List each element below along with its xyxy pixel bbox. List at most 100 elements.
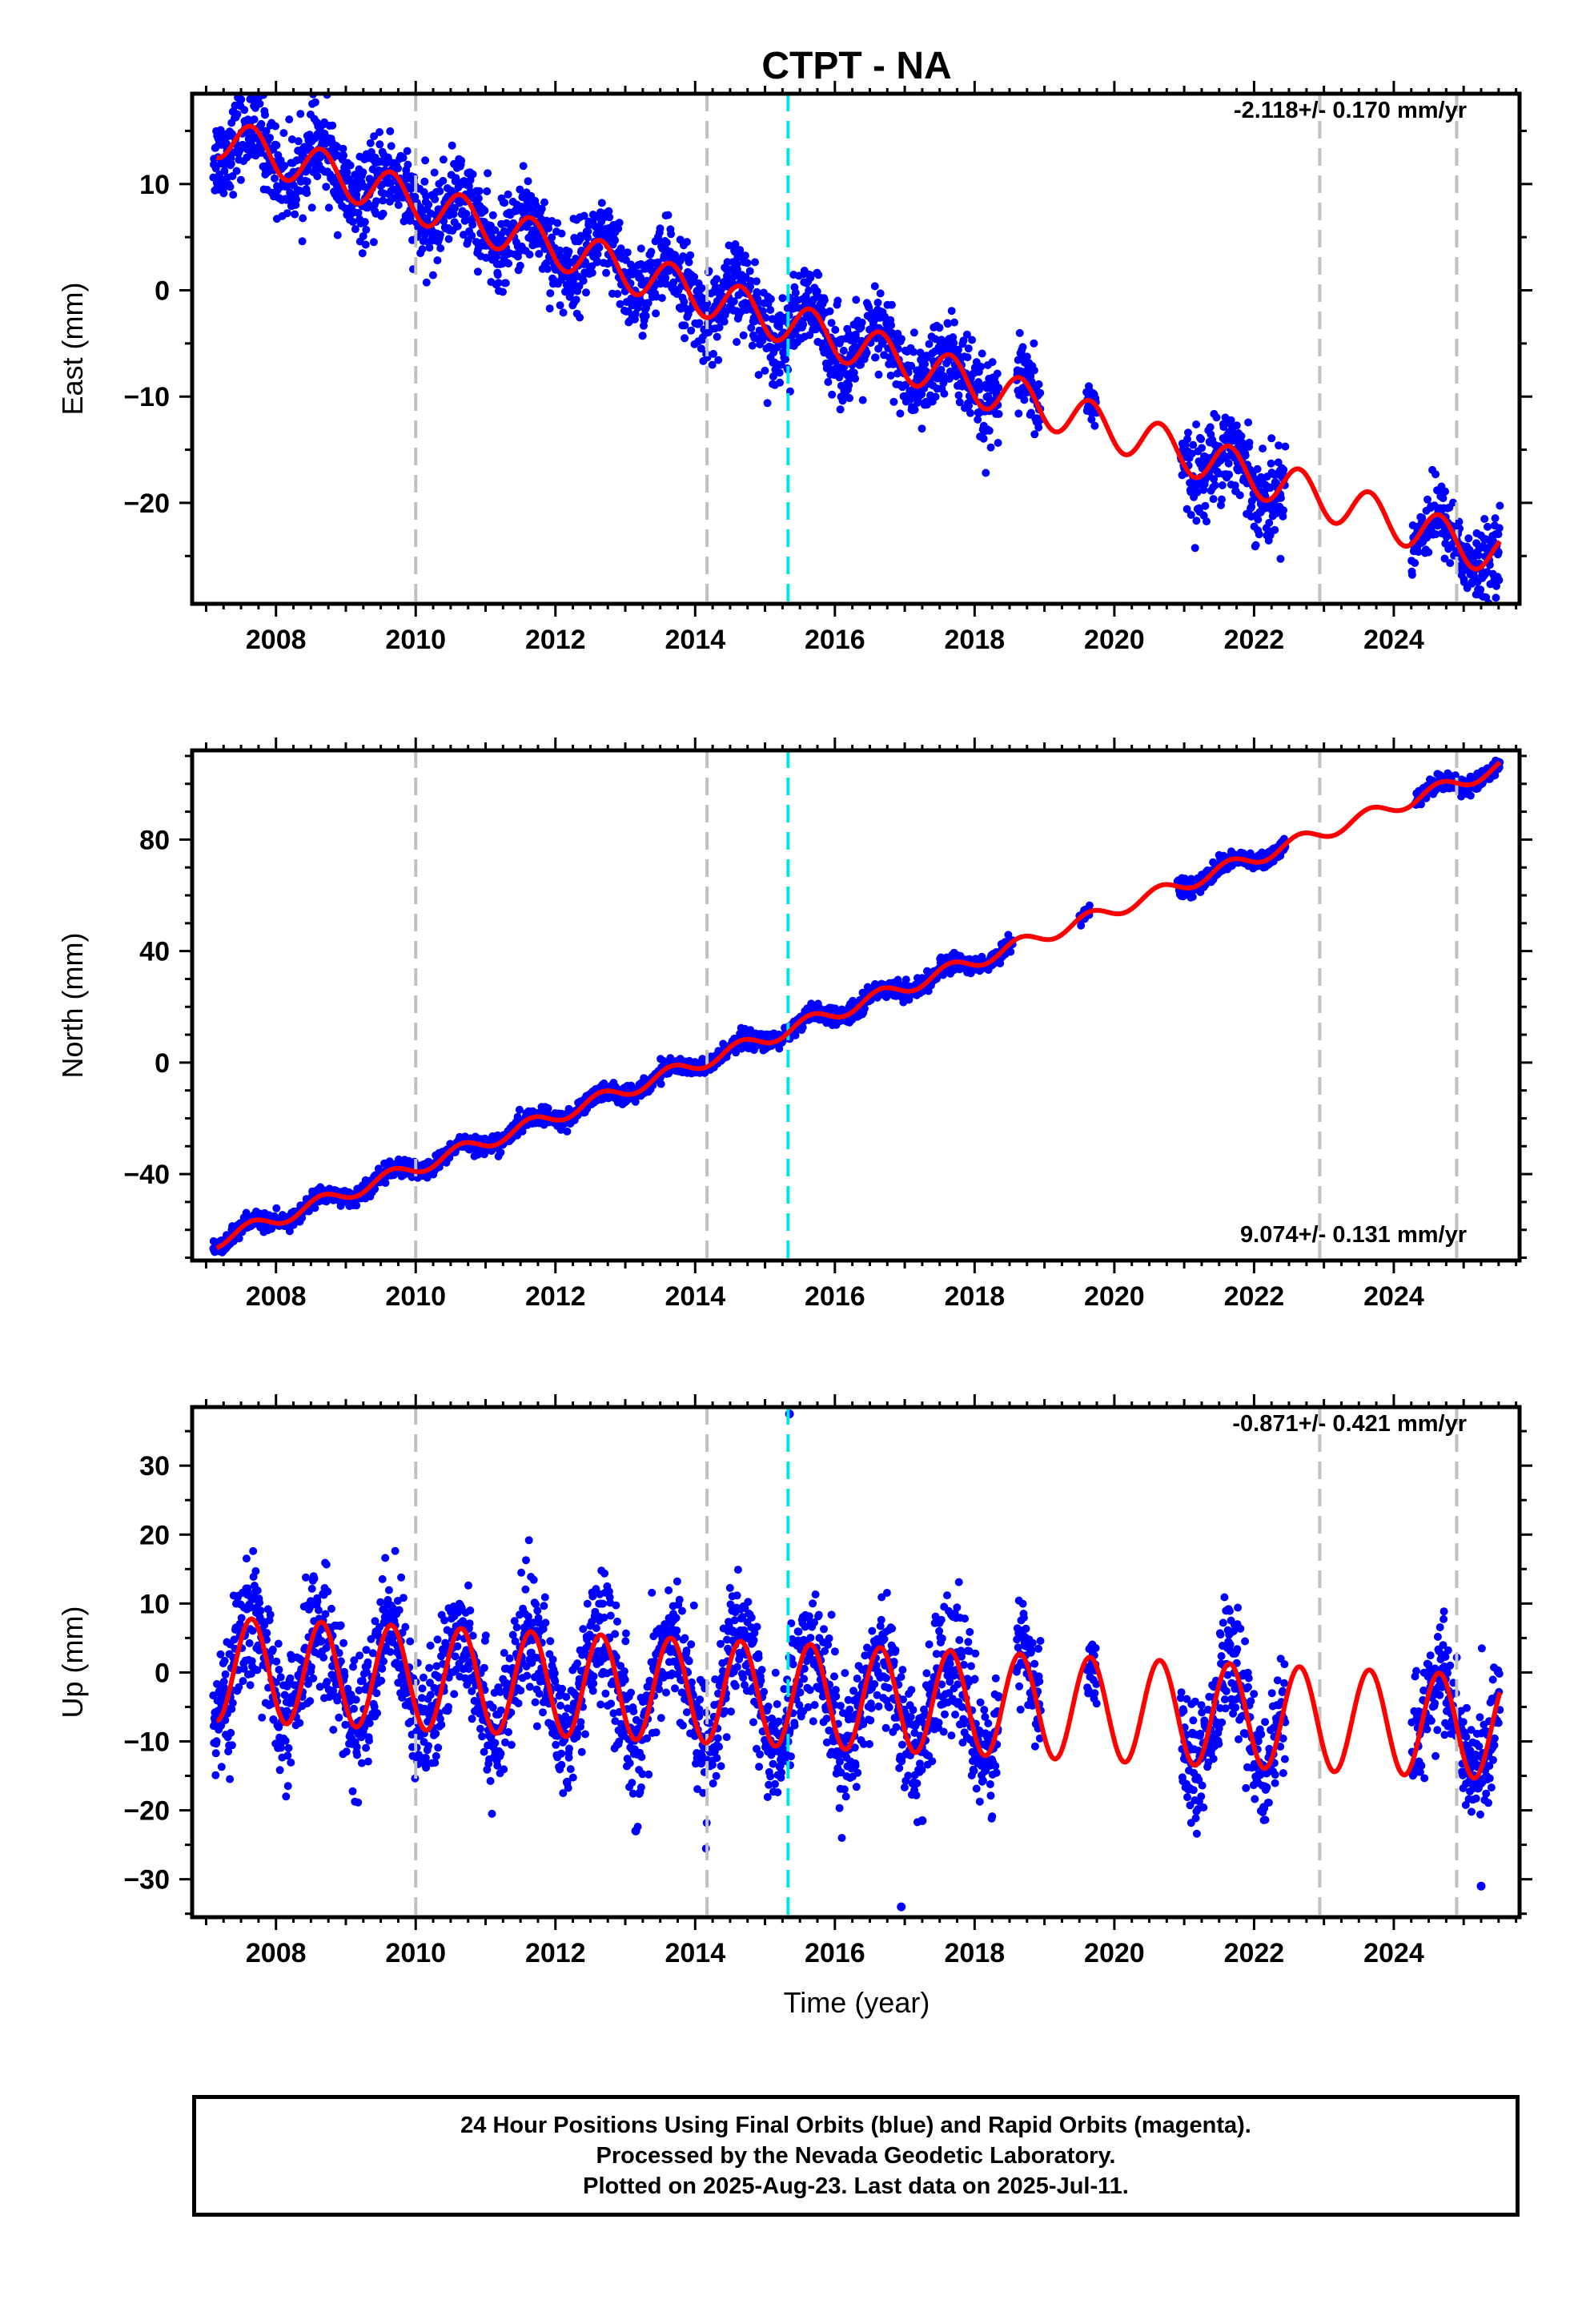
data-point [1276, 554, 1285, 563]
data-point [459, 231, 468, 239]
data-point [652, 309, 661, 318]
data-point [1491, 514, 1500, 523]
data-point [229, 191, 238, 199]
data-point [921, 360, 930, 368]
data-point [362, 225, 371, 234]
data-point [1211, 480, 1219, 489]
data-point [616, 300, 624, 308]
data-point [1034, 423, 1043, 432]
data-point [827, 319, 836, 328]
data-point [1022, 352, 1031, 361]
data-point [1193, 488, 1202, 497]
data-point [631, 309, 640, 318]
data-point [747, 324, 756, 332]
data-point [945, 375, 954, 383]
data-point [468, 170, 477, 179]
data-point [828, 390, 837, 399]
data-point [653, 258, 662, 267]
data-point [1281, 442, 1290, 451]
data-point [299, 214, 307, 223]
data-point [695, 319, 704, 328]
data-point [298, 237, 307, 246]
data-point [1186, 510, 1195, 519]
data-point [825, 307, 834, 316]
data-point [736, 246, 745, 255]
data-point [261, 111, 269, 119]
data-point [713, 275, 721, 283]
data-point [925, 340, 934, 348]
data-point [1014, 409, 1023, 418]
data-point [662, 239, 671, 247]
data-point [444, 235, 453, 243]
data-point [748, 341, 757, 350]
data-point [909, 328, 918, 337]
data-point [535, 250, 544, 258]
x-tick-label: 2008 [246, 625, 307, 655]
data-point [1418, 513, 1427, 522]
north-panel: 2008 2010 2012 2014 2016 2018 2020 2022 2024−400… [56, 738, 1532, 1312]
data-point [836, 405, 845, 414]
data-point [1192, 517, 1201, 525]
data-point [725, 241, 733, 250]
data-point [1446, 559, 1455, 568]
data-point [544, 224, 553, 233]
data-point [901, 975, 910, 984]
data-point [745, 267, 754, 275]
data-point [1266, 531, 1275, 540]
data-point [752, 277, 761, 286]
data-point [889, 397, 898, 406]
data-point [947, 307, 956, 316]
data-point [420, 177, 429, 186]
data-point [824, 378, 833, 386]
data-point [910, 405, 919, 414]
data-point [285, 115, 294, 124]
data-point [1244, 418, 1253, 427]
data-point [886, 372, 895, 380]
data-point [422, 278, 431, 287]
data-point [845, 381, 853, 390]
data-point [272, 141, 281, 150]
data-point [1036, 388, 1045, 397]
data-point [1183, 435, 1191, 444]
data-point [559, 308, 568, 317]
data-point [369, 238, 378, 247]
data-point [644, 299, 652, 308]
data-point [669, 278, 678, 287]
data-point [955, 398, 964, 407]
data-point [387, 142, 396, 151]
data-point [1247, 497, 1256, 505]
data-point [733, 338, 741, 346]
data-point [493, 271, 502, 279]
data-point [249, 78, 257, 86]
data-point [871, 353, 880, 362]
east-panel: 2008 2010 2012 2014 2016 2018 2020 2022 2024−20−… [56, 78, 1532, 655]
data-point [994, 439, 1002, 447]
data-point [223, 139, 231, 148]
data-point [500, 199, 509, 207]
data-point [887, 321, 896, 330]
data-point [457, 156, 466, 165]
velocity-rate-label: -2.118+/- 0.170 mm/yr [1234, 98, 1467, 123]
data-point [1210, 475, 1219, 484]
data-point [271, 174, 279, 183]
data-point [294, 137, 303, 146]
data-point [394, 164, 402, 173]
x-tick-label: 2020 [1084, 625, 1145, 655]
data-point [399, 154, 408, 162]
data-point [519, 162, 528, 171]
data-point [1495, 524, 1504, 533]
data-point [1492, 593, 1500, 602]
y-tick-label: −10 [123, 382, 170, 412]
data-point [1495, 576, 1504, 585]
data-point [979, 434, 988, 443]
data-point [379, 196, 387, 205]
data-point [588, 268, 596, 277]
data-point [1474, 551, 1483, 560]
data-point [271, 122, 279, 131]
data-point [343, 168, 351, 177]
data-point [1189, 440, 1198, 449]
data-point [403, 147, 412, 155]
data-point [453, 222, 462, 231]
data-point [1006, 947, 1015, 956]
